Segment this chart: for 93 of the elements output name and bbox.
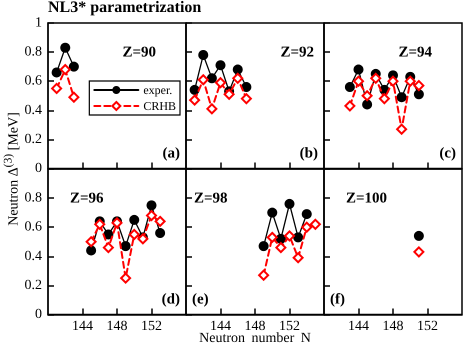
x-tick-label: 148 [382, 318, 404, 334]
point [198, 50, 208, 60]
annotation: (e) [192, 291, 209, 307]
chart-title: NL3* parametrization [48, 0, 202, 16]
point [68, 62, 79, 72]
point [198, 74, 209, 86]
point [293, 232, 304, 242]
point [344, 82, 355, 92]
y-tick-label: 0.8 [24, 44, 42, 60]
point [216, 60, 226, 70]
point [258, 240, 269, 251]
point [60, 64, 71, 76]
x-tick-label: 152 [417, 318, 438, 334]
point [353, 76, 364, 87]
point [292, 252, 304, 263]
point [51, 82, 62, 94]
point [302, 208, 312, 219]
point [404, 76, 416, 87]
point [241, 82, 252, 92]
x-tick-label: 144 [348, 318, 369, 334]
annotation: (d) [162, 291, 180, 307]
point [388, 76, 398, 87]
annotation: Z=90 [122, 44, 156, 60]
annotation: Z=98 [194, 190, 228, 206]
point [129, 214, 140, 224]
point [86, 244, 96, 255]
y-tick-label: 0.8 [24, 190, 42, 206]
point [396, 92, 407, 102]
x-axis-title: Neutron number N [199, 331, 311, 346]
point [102, 242, 114, 253]
point [60, 42, 70, 53]
x-tick-label: 148 [106, 318, 128, 334]
x-tick-label: 148 [244, 318, 266, 334]
annotation: Z=96 [70, 190, 104, 206]
point [52, 67, 62, 78]
point [94, 218, 106, 230]
point [120, 240, 131, 251]
point [240, 93, 252, 104]
point [86, 236, 97, 247]
legend-label: CRHB [143, 99, 176, 113]
y-tick-label: 0 [35, 161, 42, 176]
point [275, 242, 286, 253]
y-tick-label: 0 [35, 306, 42, 322]
point [267, 207, 278, 218]
x-tick-label: 152 [141, 318, 162, 334]
annotation: (f) [330, 291, 345, 307]
point [232, 72, 244, 84]
point [224, 88, 235, 100]
y-tick-label: 1 [35, 16, 42, 30]
point [413, 80, 424, 92]
point [128, 228, 140, 240]
point [266, 231, 278, 242]
point [258, 269, 270, 280]
point [284, 198, 294, 208]
point [155, 228, 166, 238]
x-tick-label: 144 [72, 318, 93, 334]
point [354, 64, 364, 75]
y-tick-label: 0.2 [24, 277, 42, 292]
point [301, 221, 312, 232]
point [215, 77, 226, 88]
legend-label: exper. [143, 83, 172, 97]
point [154, 215, 166, 226]
point [190, 84, 200, 95]
y-tick-label: 0.4 [24, 248, 42, 264]
point [206, 103, 218, 114]
point [68, 92, 80, 103]
annotation: (c) [439, 146, 456, 162]
x-tick-label: 152 [279, 318, 300, 334]
point [362, 90, 373, 102]
y-tick-label: 0.2 [24, 132, 42, 147]
y-tick-label: 0.6 [24, 219, 42, 234]
point [232, 64, 243, 75]
annotation: (b) [300, 146, 318, 162]
point [189, 94, 200, 106]
annotation: Z=92 [280, 44, 314, 60]
point [414, 89, 424, 100]
point [362, 99, 372, 110]
annotation: Z=94 [398, 44, 432, 60]
y-tick-label: 0.4 [24, 102, 42, 118]
y-tick-label: 0.6 [24, 74, 42, 89]
point [310, 218, 321, 230]
point [344, 100, 356, 112]
point [370, 72, 382, 84]
x-tick-label: 144 [210, 318, 231, 334]
point [378, 93, 390, 104]
point [146, 210, 157, 221]
point [206, 73, 217, 84]
point [120, 272, 132, 284]
point [396, 124, 408, 135]
annotation: (a) [162, 146, 180, 162]
point [146, 200, 156, 210]
point [284, 230, 295, 241]
annotation: Z=100 [346, 190, 388, 206]
